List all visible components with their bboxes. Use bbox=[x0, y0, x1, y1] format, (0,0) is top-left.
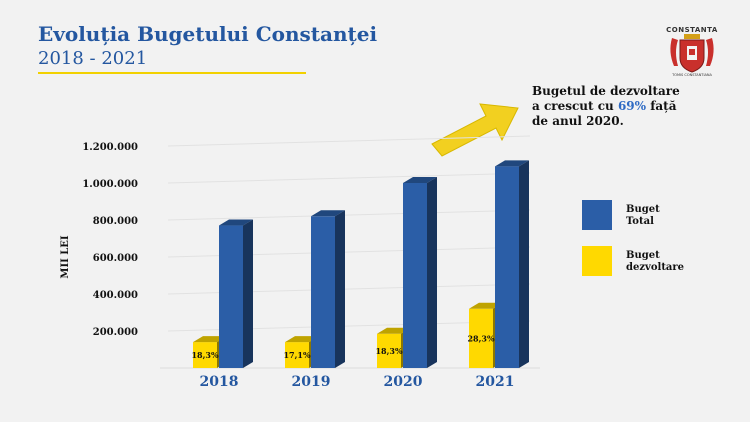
bar-total-front bbox=[403, 183, 427, 368]
annotation-line3: de anul 2020. bbox=[532, 114, 624, 128]
legend-swatch-dezvoltare bbox=[582, 246, 612, 276]
y-tick-label: 1.200.000 bbox=[82, 142, 138, 153]
legend-swatch-total bbox=[582, 200, 612, 230]
annotation-line1: Bugetul de dezvoltare bbox=[532, 84, 680, 98]
bar-total-top bbox=[403, 177, 437, 183]
annotation-highlight: 69% bbox=[617, 99, 647, 113]
crest-emblem-icon bbox=[670, 34, 714, 73]
bar-dezvoltare-top bbox=[193, 336, 227, 343]
crest-top-text: CONSTANTA bbox=[666, 26, 718, 34]
legend-label-total: Buget Total bbox=[626, 204, 660, 227]
grid-line bbox=[167, 172, 531, 184]
x-tick-label: 2021 bbox=[476, 374, 515, 390]
city-crest-logo: CONSTANTA TOMIS CONSTANTIANA bbox=[662, 26, 722, 80]
data-label-dezvoltare: 28,3% bbox=[467, 333, 494, 343]
y-tick-label: 800.000 bbox=[93, 216, 138, 227]
legend-label-dezvoltare: Buget dezvoltare bbox=[626, 250, 685, 273]
x-tick-label: 2020 bbox=[384, 374, 423, 390]
y-tick-label: 200.000 bbox=[93, 327, 138, 338]
bar-total-side bbox=[335, 210, 345, 368]
crest-bottom-text: TOMIS CONSTANTIANA bbox=[672, 73, 712, 77]
bar-dezvoltare-front bbox=[285, 342, 309, 368]
growth-annotation: Bugetul de dezvoltare a crescut cu 69% f… bbox=[532, 84, 722, 129]
bar-total-top bbox=[311, 210, 345, 217]
bar-total-top bbox=[495, 160, 529, 167]
y-tick-label: 400.000 bbox=[93, 290, 138, 301]
bar-dezvoltare-front bbox=[193, 342, 217, 368]
page-subtitle: 2018 - 2021 bbox=[38, 48, 148, 69]
x-tick-label: 2018 bbox=[200, 374, 239, 390]
bar-total-front bbox=[495, 166, 519, 368]
y-axis-label: MII LEI bbox=[60, 235, 71, 279]
bar-total-side bbox=[519, 160, 529, 368]
title-underline bbox=[38, 72, 306, 74]
bar-total-front bbox=[311, 216, 335, 368]
bar-total-side bbox=[243, 219, 253, 368]
data-label-dezvoltare: 18,3% bbox=[375, 346, 402, 356]
grid-line bbox=[167, 135, 531, 147]
bar-total-front bbox=[219, 225, 243, 368]
page-title: Evoluția Bugetului Constanței bbox=[38, 22, 378, 46]
bar-dezvoltare-front bbox=[377, 333, 401, 368]
bar-dezvoltare-front bbox=[469, 308, 493, 368]
annotation-line2: a crescut cu 69% față bbox=[532, 99, 677, 113]
y-tick-label: 600.000 bbox=[93, 253, 138, 264]
grid-line bbox=[167, 209, 531, 221]
x-tick-label: 2019 bbox=[292, 374, 331, 390]
bar-total-top bbox=[219, 219, 253, 226]
data-label-dezvoltare: 18,3% bbox=[191, 350, 218, 360]
bar-dezvoltare-top bbox=[285, 336, 319, 343]
increase-arrow-icon bbox=[431, 103, 519, 157]
bar-dezvoltare-top bbox=[377, 327, 411, 334]
data-label-dezvoltare: 17,1% bbox=[283, 350, 310, 360]
bar-total-side bbox=[427, 177, 437, 368]
y-tick-label: 1.000.000 bbox=[82, 179, 138, 190]
bar-dezvoltare-top bbox=[469, 302, 503, 309]
